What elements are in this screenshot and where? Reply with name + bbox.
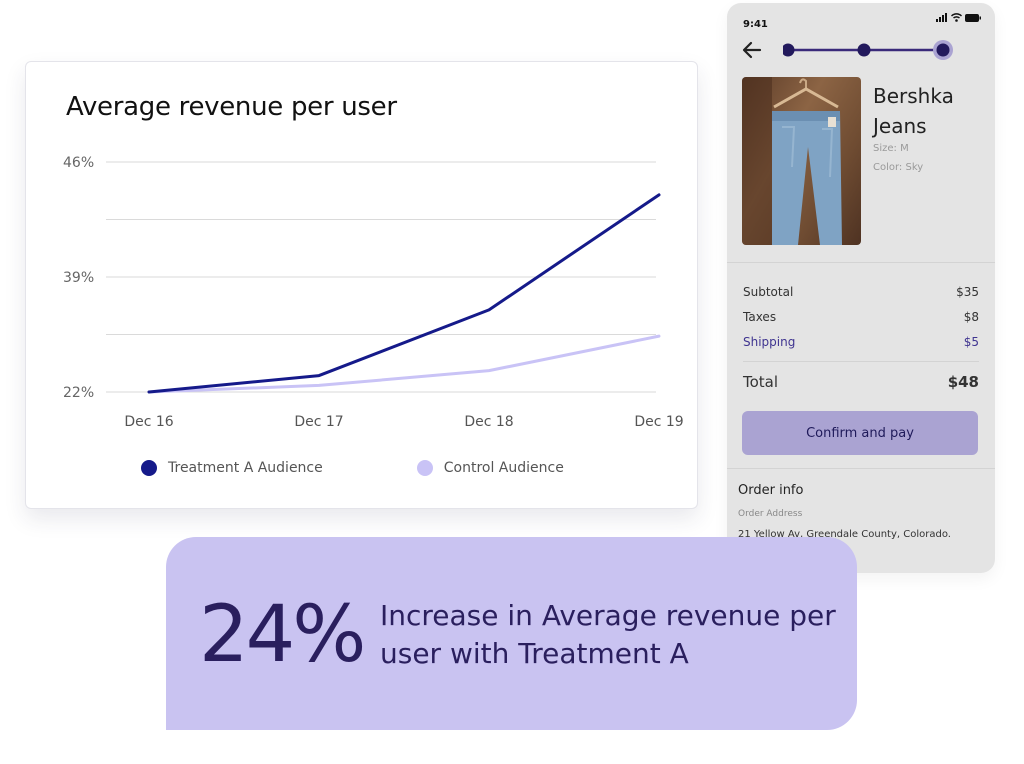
phone-checkout-screen: 9:41 [727,3,995,573]
legend-item-control: Control Audience [416,460,564,476]
total-row: Total $48 [743,373,979,391]
legend-item-treatment: Treatment A Audience [141,460,323,476]
stat-text: Increase in Average revenue per user wit… [380,599,836,670]
product-image [742,77,861,245]
product-name: Bershka Jeans [873,84,954,138]
wifi-icon [951,13,962,22]
x-tick-label: Dec 18 [464,414,513,430]
subtotal-row: Subtotal $35 [743,285,979,299]
total-label: Total [743,373,779,391]
status-time: 9:41 [743,19,768,30]
battery-icon [965,13,981,22]
chart-card: Average revenue per user 46% 39% 22% Dec 16… [25,61,698,509]
legend-dot-control [416,460,433,476]
x-tick-label: Dec 16 [124,414,173,430]
divider [743,361,979,362]
back-arrow-icon[interactable] [741,39,763,61]
step-3 [936,43,950,57]
line-chart: 46% 39% 22% Dec 16 Dec 17 Dec 18 Dec 19 [63,155,684,430]
x-tick-label: Dec 19 [634,414,683,430]
taxes-label: Taxes [743,310,777,324]
status-bar: 9:41 [743,12,981,30]
signal-icon [936,13,947,22]
subtotal-label: Subtotal [743,285,794,299]
divider [727,468,995,469]
legend-dot-treatment [141,460,157,476]
status-icons [936,13,981,22]
order-info-title: Order info [738,483,804,498]
legend-label-control: Control Audience [443,460,564,476]
step-2 [857,43,871,57]
order-address-label: Order Address [738,509,803,519]
confirm-and-pay-button[interactable]: Confirm and pay [742,411,978,455]
series-line [147,334,661,394]
y-tick-label: 39% [63,270,94,286]
chart-legend: Treatment A Audience Control Audience [141,460,658,476]
total-value: $48 [947,373,979,391]
stat-card: 24% Increase in Average revenue per user… [166,537,857,730]
y-tick-label: 46% [63,155,94,171]
step-1 [783,43,795,57]
y-tick-label: 22% [63,385,94,401]
chart-title: Average revenue per user [66,92,397,122]
stat-number: 24% [199,590,366,680]
shipping-label: Shipping [743,335,796,349]
shipping-value: $5 [963,335,979,349]
legend-label-treatment: Treatment A Audience [168,460,323,476]
shipping-row: Shipping $5 [743,335,979,349]
product-color: Color: Sky [873,162,924,173]
x-tick-label: Dec 17 [294,414,343,430]
product-size: Size: M [873,143,909,154]
subtotal-value: $35 [956,285,979,299]
taxes-row: Taxes $8 [743,310,979,324]
checkout-stepper [783,40,953,60]
divider [727,262,995,263]
order-address-value: 21 Yellow Av, Greendale County, Colorado… [738,529,951,540]
taxes-value: $8 [963,310,979,324]
series-line [147,193,661,394]
